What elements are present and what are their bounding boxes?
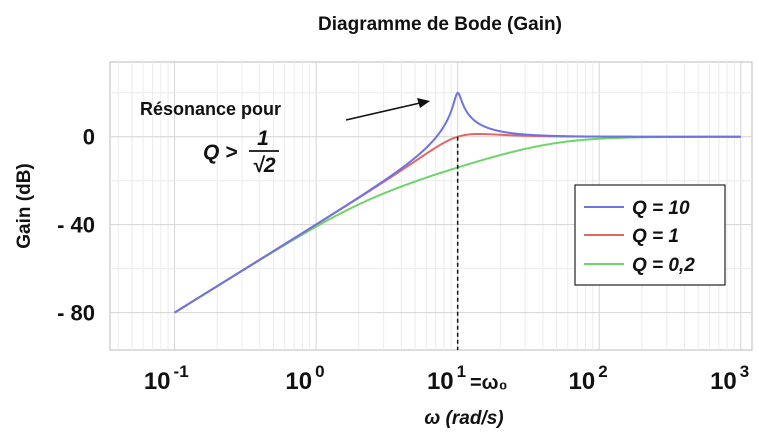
x-tick-label: 10 — [710, 368, 737, 395]
y-tick-label: - 80 — [57, 301, 95, 326]
x-tick-exponent: -1 — [174, 362, 189, 381]
x-tick-labels: 10 -1 10 0 10 1 10 2 10 3 — [144, 362, 749, 395]
q-condition: Q > — [203, 141, 237, 164]
annotation-arrow-shaft — [345, 102, 421, 121]
x-axis-label: ω (rad/s) — [424, 408, 503, 429]
fraction-denominator: √2 — [252, 154, 276, 177]
legend: Q = 10 Q = 1 Q = 0,2 — [574, 184, 726, 286]
x-tick-label: 10 — [427, 368, 454, 395]
omega0-label: =ω₀ — [470, 372, 508, 394]
x-tick-label: 10 — [144, 368, 171, 395]
y-tick-label: 0 — [83, 125, 95, 150]
legend-label-q1: Q = 1 — [632, 226, 679, 247]
x-tick-exponent: 0 — [315, 362, 324, 381]
x-tick-label: 10 — [569, 368, 596, 395]
series-line-0 — [174, 91, 741, 314]
y-tick-labels: 0 - 40 - 80 — [57, 125, 95, 326]
x-tick-label: 10 — [285, 368, 312, 395]
x-tick-exponent: 2 — [598, 362, 607, 381]
legend-label-q02: Q = 0,2 — [632, 255, 695, 276]
x-tick-exponent: 3 — [740, 362, 749, 381]
x-tick-exponent: 1 — [457, 362, 466, 381]
y-tick-label: - 40 — [57, 213, 95, 238]
y-axis-label: Gain (dB) — [14, 163, 35, 249]
resonance-annotation: Résonance pour — [140, 99, 281, 119]
legend-label-q10: Q = 10 — [632, 198, 690, 219]
annotation-arrow-head — [417, 98, 430, 108]
fraction-numerator: 1 — [257, 127, 269, 150]
chart-title: Diagramme de Bode (Gain) — [318, 14, 562, 35]
